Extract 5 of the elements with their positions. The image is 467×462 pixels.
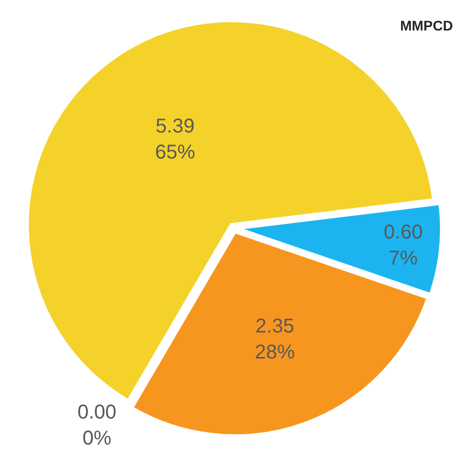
chart-title: MMPCD <box>400 18 453 34</box>
data-label: 0.60 7% <box>384 222 423 270</box>
text: 0.00 0% <box>78 401 116 450</box>
data-label: 2.35 28% <box>254 316 296 364</box>
data-label: 5.39 65% <box>155 115 196 164</box>
